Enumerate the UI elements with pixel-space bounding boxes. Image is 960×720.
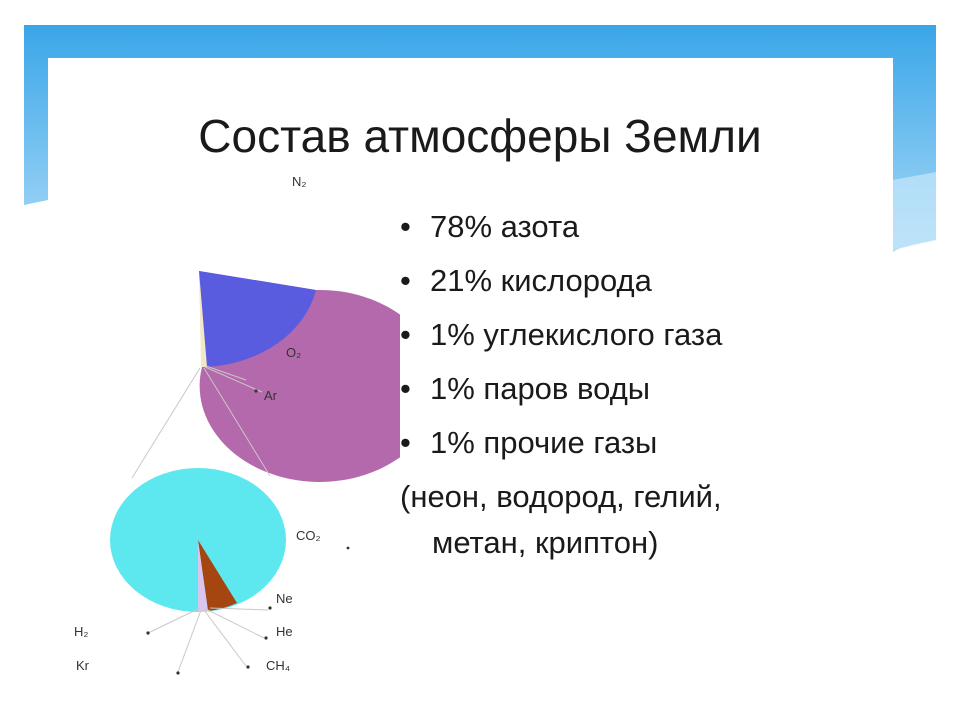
pie-slice-o2 [199,271,316,367]
label-ar: Ar [264,388,278,403]
bullet-marker: • [400,371,411,406]
composition-diagram: N₂ O₂ Ar CO₂ Ne He CH₄ H₂ Kr [74,174,400,675]
list-item: • 78% азота [400,200,722,254]
composition-list: • 78% азота • 21% кислорода • 1% углекислог… [400,200,722,470]
list-item-text: 1% прочие газы [430,425,658,460]
label-dot-ne [268,606,272,610]
header-banner [24,25,936,252]
top-pie [199,271,400,482]
label-dot-kr [176,671,180,675]
slide-title: Состав атмосферы Земли [198,110,762,162]
list-item: • 1% углекислого газа [400,308,722,362]
label-dot-co2 [346,546,350,550]
list-item-text: 1% паров воды [430,371,651,406]
bullet-marker: • [400,425,411,460]
list-item: • 1% прочие газы [400,416,722,470]
label-dot-h2 [146,631,150,635]
label-n2: N₂ [292,174,306,189]
bullet-marker: • [400,209,411,244]
note-line-1: (неон, водород, гелий, [400,479,722,514]
bullet-marker: • [400,263,411,298]
label-dot-he [264,636,268,640]
label-o2: O₂ [286,345,301,360]
list-item-text: 78% азота [430,209,580,244]
label-dot-ar [254,389,258,393]
bullet-marker: • [400,317,411,352]
label-he: He [276,624,293,639]
list-item: • 21% кислорода [400,254,722,308]
pie-slice-other [198,540,208,612]
note-line-2: метан, криптон) [432,525,659,560]
pie-slice-ne [198,540,237,611]
label-h2: H₂ [74,624,88,639]
other-gases-note: (неон, водород, гелий, метан, криптон) [400,474,722,566]
pie-slice-ar [199,271,207,367]
leader-lines [147,607,269,673]
label-dot-ch4 [246,665,250,669]
bottom-pie [110,468,286,612]
label-ne: Ne [276,591,293,606]
list-item: • 1% паров воды [400,362,722,416]
connector-lines [131,365,271,479]
label-co2: CO₂ [296,528,321,543]
list-item-text: 21% кислорода [430,263,652,298]
label-kr: Kr [76,658,90,673]
label-ch4: CH₄ [266,658,290,673]
list-item-text: 1% углекислого газа [430,317,723,352]
